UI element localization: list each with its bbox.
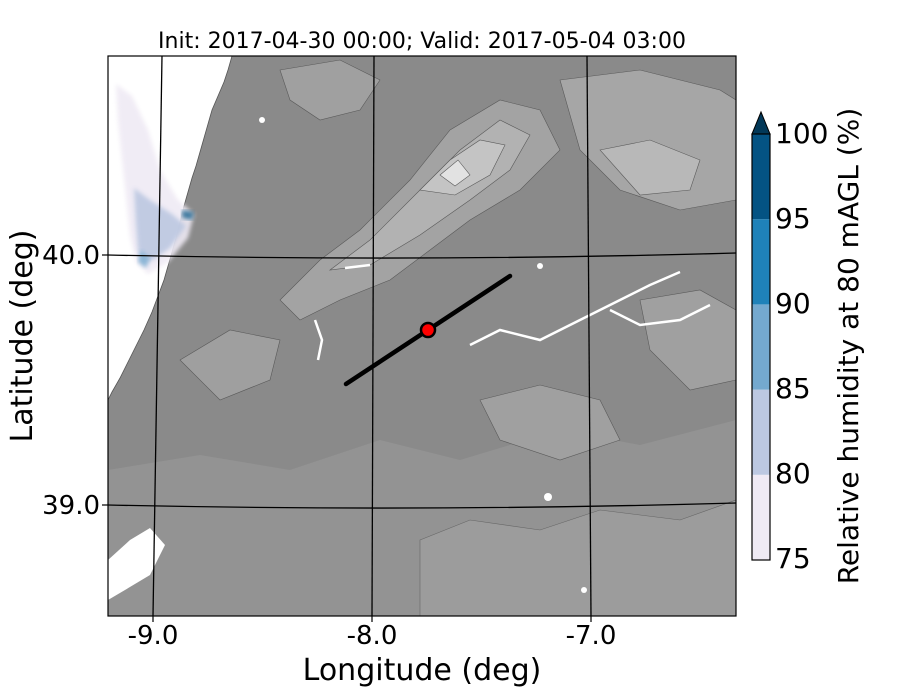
map-frame [107,55,737,617]
y-tick-label: 39.0 [42,491,100,521]
map-title: Init: 2017-04-30 00:00; Valid: 2017-05-0… [158,29,686,54]
x-tick-label: -7.0 [566,621,617,651]
y-tick-label: 40.0 [42,241,100,271]
white-patches [108,117,587,600]
colorbar-swatch [752,304,770,390]
colorbar-swatch [752,389,770,475]
colorbar-tick-label: 100 [775,117,828,150]
colorbar-frame [751,133,771,561]
rivers [313,263,711,361]
x-tick-label: -9.0 [128,621,179,651]
colorbar-extend-arrow [751,110,771,135]
colorbar-tick-label: 85 [775,372,811,405]
colorbar-swatch [752,219,770,305]
gridlines [108,56,736,616]
x-axis: -9.0 -8.0 -7.0 Longitude (deg) [128,616,617,688]
colorbar-tick-label: 80 [775,457,811,490]
colorbar-tick-label: 90 [775,287,811,320]
colorbar-tick-label: 95 [775,202,811,235]
y-axis: 40.0 39.0 Latitude (deg) [5,230,108,521]
colorbar-swatch [752,134,770,220]
colorbar-tick-label: 75 [775,542,811,575]
x-tick-label: -8.0 [347,621,398,651]
map-area [108,56,736,616]
x-axis-label: Longitude (deg) [303,653,542,688]
hill-terrain [179,59,736,461]
y-axis-label: Latitude (deg) [5,230,40,443]
site-marker [419,321,437,339]
plain-terrain [419,499,736,616]
colorbar: 75 80 85 90 95 100 Relative humidity at … [751,108,865,585]
colorbar-label: Relative humidity at 80 mAGL (%) [832,108,865,585]
colorbar-swatch [752,474,770,560]
humidity-shading [116,84,194,274]
